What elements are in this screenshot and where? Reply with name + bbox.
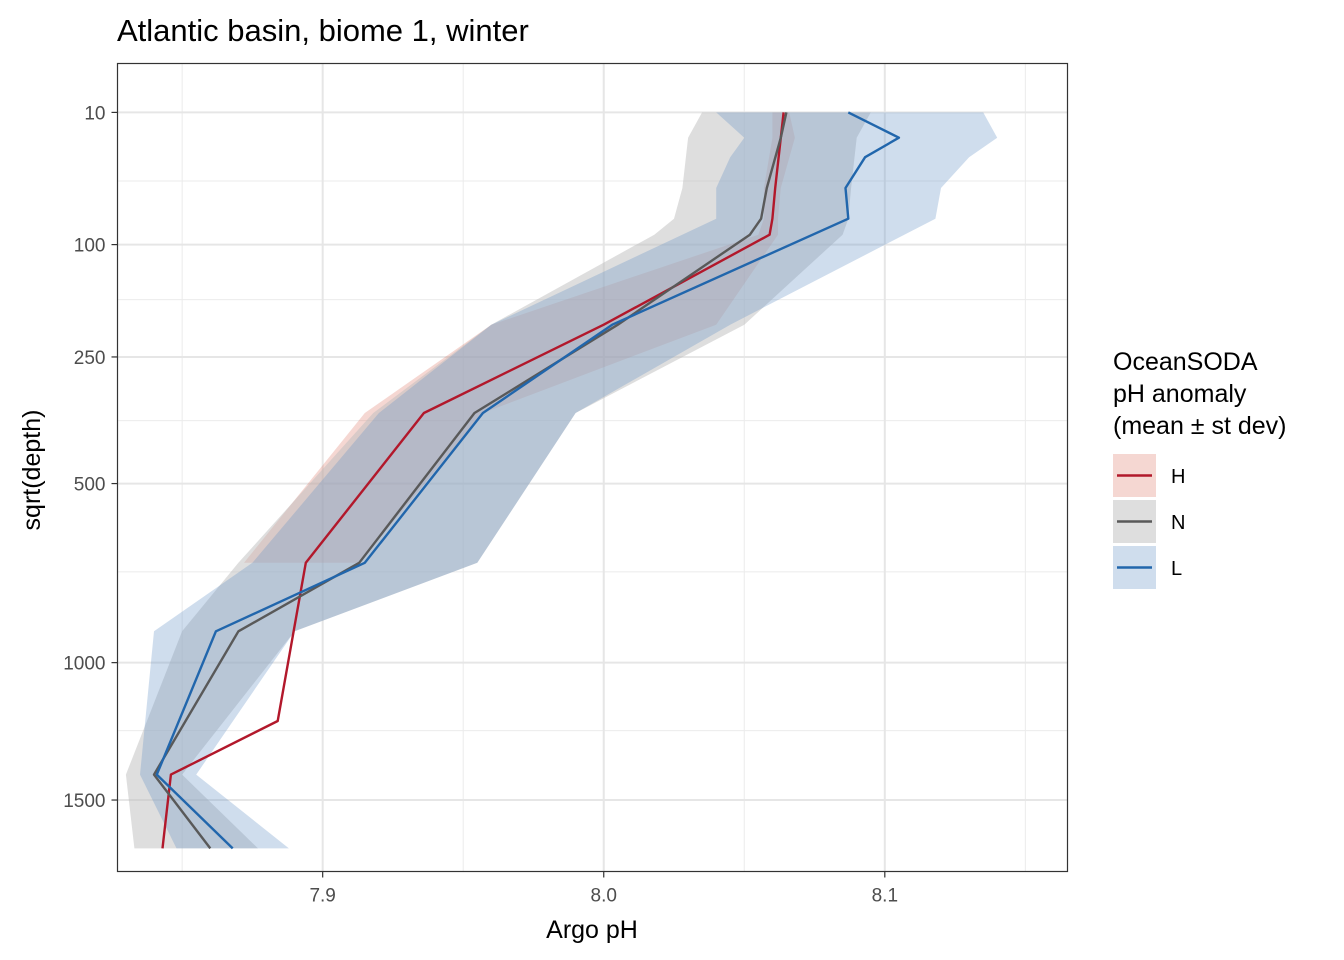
y-axis-title: sqrt(depth) [18,410,46,531]
x-tick-label: 7.9 [309,886,335,907]
chart-title: Atlantic basin, biome 1, winter [117,13,529,48]
legend-title-line: pH anomaly [1113,380,1247,408]
legend-title-line: OceanSODA [1113,348,1258,376]
legend-label-n: N [1171,512,1185,534]
y-tick-label: 1500 [63,791,105,812]
x-axis: 7.9 8.0 8.1 [309,871,898,907]
line-h [161,112,785,849]
y-tick-label: 1000 [63,654,105,675]
y-tick-label: 250 [74,348,106,369]
sd-bands [125,112,998,849]
x-tick-label: 8.0 [591,886,617,907]
band-n [125,112,871,849]
y-tick-label: 500 [74,475,106,496]
line-n [152,112,788,850]
y-axis: 10 100 250 500 1000 1500 [63,103,118,812]
x-tick-label: 8.1 [872,886,898,907]
legend-label-l: L [1171,558,1182,580]
mean-lines [152,111,901,850]
line-l [155,111,901,850]
plot-border [116,62,1069,873]
y-tick-label: 100 [74,236,106,257]
legend-title-line: (mean ± st dev) [1113,412,1287,440]
band-l [140,112,998,849]
x-axis-title: Argo pH [546,916,638,944]
plot-panel [117,63,1068,872]
y-tick-label: 10 [84,103,105,124]
legend: OceanSODA pH anomaly (mean ± st dev) H N L [1113,348,1287,589]
legend-label-h: H [1171,466,1185,488]
